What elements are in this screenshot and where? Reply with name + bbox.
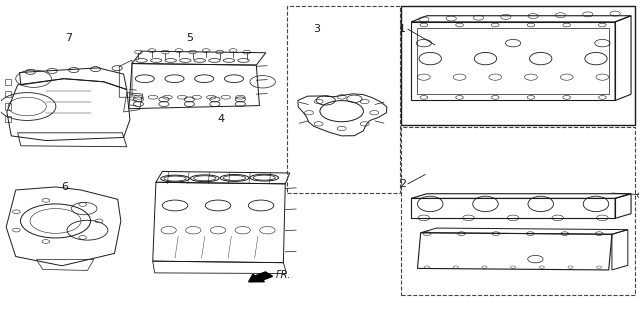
Text: 4: 4: [218, 114, 225, 124]
Text: 5: 5: [186, 33, 193, 43]
Text: 7: 7: [65, 33, 72, 43]
Text: 6: 6: [61, 182, 68, 192]
Text: 3: 3: [314, 24, 320, 34]
Text: 1: 1: [399, 24, 406, 34]
Text: FR.: FR.: [275, 270, 291, 280]
FancyArrow shape: [248, 272, 273, 282]
Text: 2: 2: [399, 179, 406, 189]
